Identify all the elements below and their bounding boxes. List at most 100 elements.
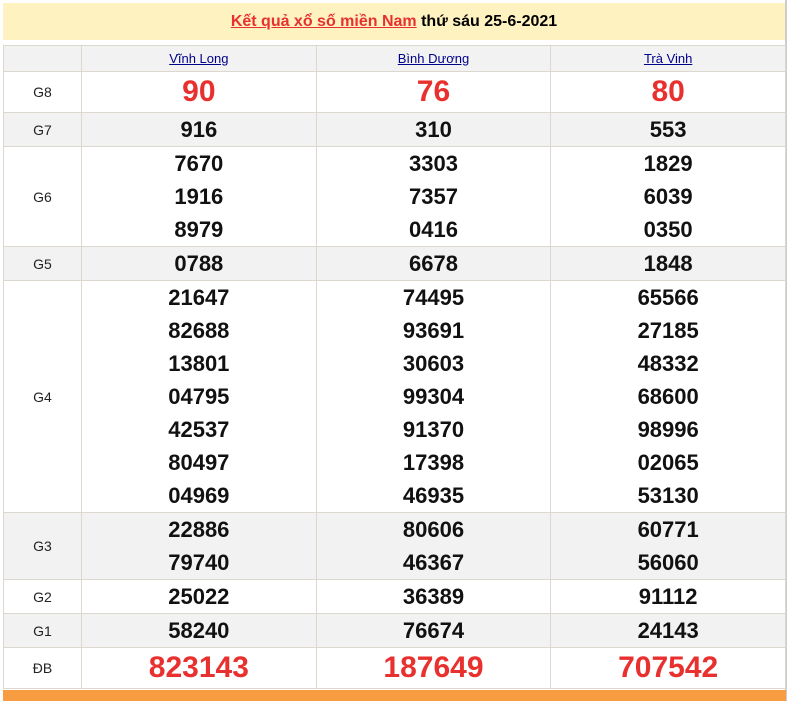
prize-row: ĐB 823143 187649 707542 [3,647,786,689]
prize-number: 79740 [168,550,230,575]
prize-label: G4 [3,280,82,513]
prize-number: 65566 [637,285,699,310]
prize-cell: 25022 [81,579,317,614]
prize-label: G6 [3,146,82,247]
prize-row: G1 58240 76674 24143 [3,613,786,648]
prize-row: G7 916 310 553 [3,112,786,147]
results-table: Vĩnh Long Bình Dương Trà Vinh G8 90 76 80 G7… [3,45,786,689]
prize-label: ĐB [3,647,82,689]
prize-cell: 90 [81,71,317,113]
results-title-link[interactable]: Kết quả xổ số miền Nam [230,13,417,30]
prize-number: 80 [651,75,685,108]
prize-cell: 553 [550,112,786,147]
prize-number: 27185 [637,318,699,343]
prize-number: 46935 [402,483,465,508]
prize-label: G7 [3,112,82,147]
prize-number: 17398 [402,450,465,475]
results-title: Kết quả xổ số miền Nam thứ sáu 25-6-2021 [3,3,785,40]
prize-number: 707542 [618,651,719,684]
prize-number: 0416 [409,217,458,242]
province-link[interactable]: Vĩnh Long [169,50,229,66]
prize-number: 30603 [402,351,465,376]
prize-number: 3303 [409,151,458,176]
prize-number: 8979 [174,217,224,242]
prize-number: 80606 [402,517,465,542]
prize-number: 6039 [643,184,693,209]
prize-row: G6 7670 1916 8979 3303 7357 0416 1829 6039 0350 [3,146,786,247]
prize-number: 1848 [643,251,693,276]
province-header-row: Vĩnh Long Bình Dương Trà Vinh [3,45,786,72]
prize-cell: 7670 1916 8979 [81,146,317,247]
prize-cell: 916 [81,112,317,147]
prize-number: 310 [415,117,452,142]
prize-number: 76674 [402,618,465,643]
prize-number: 36389 [402,584,465,609]
prize-number: 74495 [402,285,465,310]
province-link[interactable]: Trà Vinh [643,50,693,66]
prize-cell: 91112 [550,579,786,614]
prize-cell: 36389 [315,579,552,614]
prize-cell: 707542 [550,647,786,689]
prize-cell: 58240 [81,613,317,648]
prize-number: 04795 [168,384,230,409]
prize-label: G5 [3,246,82,281]
prize-number: 42537 [168,417,230,442]
prize-number: 90 [182,75,216,108]
prize-number: 80497 [168,450,230,475]
scrollbar-edge [785,0,787,701]
prize-cell: 310 [315,112,552,147]
prize-number: 82688 [168,318,230,343]
prize-number: 6678 [409,251,458,276]
prize-number: 21647 [168,285,230,310]
prize-number: 76 [416,75,451,108]
prize-number: 53130 [637,483,699,508]
prize-cell: 21647 82688 13801 04795 42537 80497 04969 [81,280,317,513]
prize-number: 60771 [637,517,699,542]
prize-cell: 60771 56060 [550,512,786,580]
prize-cell: 65566 27185 48332 68600 98996 02065 53130 [550,280,786,513]
prize-number: 22886 [168,517,230,542]
prize-row: G5 0788 6678 1848 [3,246,786,281]
prize-label: G1 [3,613,82,648]
prize-number: 58240 [168,618,230,643]
prize-cell: 76674 [315,613,552,648]
prize-number: 48332 [637,351,699,376]
prize-number: 25022 [168,584,230,609]
prize-number: 187649 [383,651,484,684]
province-link[interactable]: Bình Dương [397,50,470,66]
prize-row: G8 90 76 80 [3,71,786,113]
prize-number: 1829 [643,151,693,176]
prize-cell: 823143 [81,647,317,689]
corner-cell [3,45,82,72]
prize-number: 1916 [174,184,224,209]
prize-number: 0788 [174,251,224,276]
prize-cell: 24143 [550,613,786,648]
prize-number: 7670 [174,151,224,176]
footer-bar [3,690,786,701]
prize-number: 56060 [637,550,699,575]
prize-cell: 0788 [81,246,317,281]
prize-number: 02065 [637,450,699,475]
prize-cell: 76 [315,71,552,113]
prize-cell: 80606 46367 [315,512,552,580]
prize-cell: 1829 6039 0350 [550,146,786,247]
prize-row: G3 22886 79740 80606 46367 60771 56060 [3,512,786,580]
prize-number: 916 [180,117,218,142]
prize-cell: 187649 [315,647,552,689]
results-date: thứ sáu 25-6-2021 [416,13,558,30]
prize-number: 553 [649,117,687,142]
prize-row: G2 25022 36389 91112 [3,579,786,614]
prize-cell: 22886 79740 [81,512,317,580]
prize-number: 91112 [638,584,698,609]
prize-label: G8 [3,71,82,113]
prize-label: G2 [3,579,82,614]
prize-row: G4 21647 82688 13801 04795 42537 80497 04969 744… [3,280,786,513]
prize-cell: 80 [550,71,786,113]
prize-cell: 1848 [550,246,786,281]
prize-number: 98996 [637,417,699,442]
prize-number: 04969 [168,483,230,508]
prize-cell: 74495 93691 30603 99304 91370 17398 46935 [315,280,552,513]
prize-number: 93691 [402,318,465,343]
prize-number: 0350 [643,217,693,242]
prize-number: 823143 [148,651,249,684]
